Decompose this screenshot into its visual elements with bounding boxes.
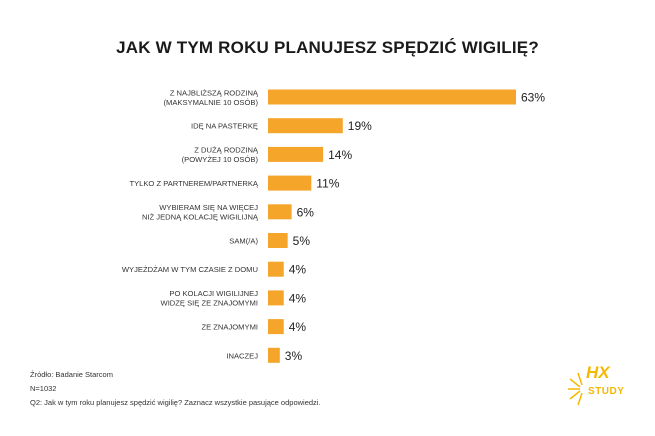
category-label-3: TYLKO Z PARTNEREM/PARTNERKĄ xyxy=(129,179,258,188)
bar-7 xyxy=(268,290,284,306)
bar-3 xyxy=(268,175,312,191)
bar-5 xyxy=(268,233,288,248)
category-label-7: PO KOLACJI WIGILIJNEJ WIDZĘ SIĘ ZE ZNAJOM… xyxy=(161,289,259,308)
category-label-4: WYBIERAM SIĘ NA WIĘCEJ NIŻ JEDNĄ KOLACJĘ … xyxy=(142,203,259,222)
bar-2 xyxy=(268,146,324,162)
sample-size-note: N=1032 xyxy=(30,384,57,393)
value-label-2: 14% xyxy=(328,148,352,162)
chart-title: JAK W TYM ROKU PLANUJESZ SPĘDZIĆ WIGILIĘ… xyxy=(116,38,539,57)
value-label-7: 4% xyxy=(289,291,307,305)
category-label-1: IDĘ NA PASTERKĘ xyxy=(191,122,258,131)
category-label-2: Z DUŻĄ RODZINĄ (POWYŻEJ 10 OSÓB) xyxy=(182,146,259,165)
bar-1 xyxy=(268,118,343,134)
value-label-8: 4% xyxy=(289,320,307,334)
category-label-6: WYJEŻDŻAM W TYM CZASIE Z DOMU xyxy=(122,265,258,274)
value-label-3: 11% xyxy=(316,177,339,191)
hx-study-logo-icon xyxy=(568,372,583,406)
category-label-5: SAM(/A) xyxy=(229,237,258,246)
category-label-8: ZE ZNAJOMYMI xyxy=(201,323,258,332)
bar-4 xyxy=(268,204,292,220)
bar-6 xyxy=(268,261,284,277)
bar-0 xyxy=(268,89,516,105)
value-label-0: 63% xyxy=(521,91,545,105)
source-note: Źródło: Badanie Starcom xyxy=(30,370,113,379)
bar-8 xyxy=(268,319,284,335)
category-label-0: Z NAJBLIŻSZĄ RODZINĄ (MAKSYMALNIE 10 OSÓB… xyxy=(163,88,258,107)
bar-9 xyxy=(268,347,280,363)
question-note: Q2: Jak w tym roku planujesz spędzić wig… xyxy=(30,398,321,407)
category-label-9: INACZEJ xyxy=(226,351,258,360)
value-label-4: 6% xyxy=(297,205,315,219)
value-label-6: 4% xyxy=(289,263,307,277)
value-label-5: 5% xyxy=(293,234,311,248)
value-label-1: 19% xyxy=(348,119,372,133)
logo-main-text: HX xyxy=(586,363,610,382)
value-label-9: 3% xyxy=(285,349,303,363)
logo-sub-text: STUDY xyxy=(588,386,625,397)
